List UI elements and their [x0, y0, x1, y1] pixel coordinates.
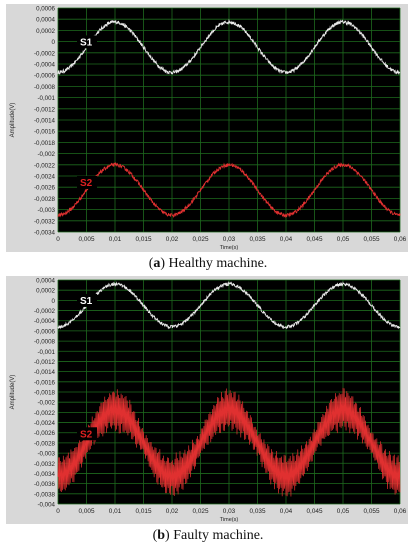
y-tick-label: -0,0032 — [34, 461, 56, 468]
y-axis-label: Amplitude(V) — [10, 103, 16, 138]
y-tick-label: -0,0002 — [34, 50, 56, 57]
x-tick-label: 0,05 — [337, 236, 350, 243]
series-label-s2: S2 — [80, 429, 93, 440]
y-tick-label: -0,0026 — [34, 185, 56, 192]
x-tick-label: 0,03 — [223, 236, 236, 243]
series-label-bg — [77, 427, 97, 441]
series-line-s1 — [57, 18, 401, 75]
x-tick-label: 0,04 — [280, 508, 293, 515]
series-label-bg — [77, 35, 97, 49]
x-tick-label: 0,045 — [307, 508, 323, 515]
chart-b: 0,0004 0,0002 0 -0,0002 -0,0004 -0,0006 -0,000… — [6, 276, 408, 524]
y-tick-label: -0,0018 — [34, 140, 56, 147]
x-axis-label: Time(s) — [220, 517, 239, 523]
x-axis-label: Time(s) — [220, 245, 239, 251]
y-tick-label: -0,0018 — [34, 390, 56, 397]
y-tick-label: -0,0006 — [34, 73, 56, 80]
x-tick-label: 0,005 — [79, 508, 95, 515]
x-tick-label: 0,02 — [166, 508, 179, 515]
y-tick-label: -0,0008 — [34, 339, 56, 346]
caption-a-letter: a — [153, 256, 161, 271]
chart-panel-a: 0,0006 0,0004 0,0002 0 -0,0002 -0,0004 -0,0006… — [6, 4, 408, 252]
y-tick-label: -0,0038 — [34, 491, 56, 498]
y-tick-label: -0,0008 — [34, 84, 56, 91]
y-tick-label: 0,0002 — [36, 288, 55, 295]
x-tick-label: 0,015 — [136, 508, 152, 515]
x-tick-label: 0,01 — [109, 236, 122, 243]
series-label-bg — [77, 293, 97, 307]
y-tick-label: -0,001 — [37, 349, 55, 356]
y-tick-label: 0 — [52, 298, 56, 305]
caption-a-text: Healthy machine. — [168, 256, 268, 271]
y-tick-label: -0,004 — [37, 502, 55, 509]
y-tick-label: -0,0004 — [34, 318, 56, 325]
y-tick-label: -0,002 — [37, 400, 55, 407]
series-line-s2 — [57, 161, 401, 219]
y-tick-label: -0,003 — [37, 451, 55, 458]
x-tick-label: 0,06 — [394, 236, 407, 243]
x-tick-label: 0,06 — [394, 508, 407, 515]
y-tick-label: 0,0004 — [36, 17, 55, 24]
y-axis-label: Amplitude(V) — [10, 375, 16, 410]
series-line-s2 — [57, 387, 401, 497]
x-tick-label: 0 — [56, 508, 60, 515]
chart-a: 0,0006 0,0004 0,0002 0 -0,0002 -0,0004 -0,0006… — [6, 4, 408, 252]
caption-a: (a) Healthy machine. — [148, 256, 268, 271]
y-tick-label: -0,001 — [37, 95, 55, 102]
y-tick-label: 0 — [52, 39, 56, 46]
y-tick-label: -0,002 — [37, 151, 55, 158]
series-label-s1: S1 — [80, 296, 93, 307]
series-label-s2: S2 — [80, 178, 93, 189]
x-tick-label: 0,025 — [193, 508, 209, 515]
y-tick-label: -0,0024 — [34, 174, 56, 181]
x-tick-label: 0,005 — [79, 236, 95, 243]
y-tick-label: -0,0012 — [34, 359, 56, 366]
y-tick-label: -0,0016 — [34, 129, 56, 136]
chart-panel-b: 0,0004 0,0002 0 -0,0002 -0,0004 -0,0006 -0,000… — [6, 276, 408, 524]
x-tick-label: 0,015 — [136, 236, 152, 243]
y-tick-label: -0,0032 — [34, 218, 56, 225]
x-tick-label: 0,045 — [307, 236, 323, 243]
x-tick-label: 0 — [56, 236, 60, 243]
caption-b: (b) Faulty machine. — [152, 528, 264, 543]
y-tick-label: -0,003 — [37, 207, 55, 214]
y-tick-label: -0,0002 — [34, 308, 56, 315]
y-tick-label: -0,0022 — [34, 162, 56, 169]
x-tick-label: 0,03 — [223, 508, 236, 515]
x-tick-label: 0,025 — [193, 236, 209, 243]
series-label-s1: S1 — [80, 37, 93, 48]
y-tick-label: -0,0022 — [34, 410, 56, 417]
y-tick-label: -0,0024 — [34, 420, 56, 427]
series-label-bg — [77, 175, 97, 189]
y-tick-label: -0,0004 — [34, 62, 56, 69]
caption-b-letter: b — [157, 528, 166, 543]
x-tick-label: 0,04 — [280, 236, 293, 243]
y-tick-label: -0,0036 — [34, 481, 56, 488]
y-tick-label: -0,0034 — [34, 230, 56, 237]
y-tick-label: -0,0034 — [34, 471, 56, 478]
y-tick-label: 0,0004 — [36, 278, 55, 285]
caption-b-text: Faulty machine. — [173, 528, 264, 543]
y-tick-label: -0,0026 — [34, 430, 56, 437]
x-tick-label: 0,01 — [109, 508, 122, 515]
x-tick-label: 0,035 — [250, 508, 266, 515]
x-tick-label: 0,055 — [364, 508, 380, 515]
y-tick-label: -0,0028 — [34, 196, 56, 203]
x-tick-label: 0,055 — [364, 236, 380, 243]
x-tick-label: 0,05 — [337, 508, 350, 515]
y-tick-label: -0,0014 — [34, 118, 56, 125]
y-tick-label: 0,0006 — [36, 6, 55, 13]
series-line-s1 — [57, 281, 401, 330]
y-tick-label: -0,0014 — [34, 369, 56, 376]
y-tick-label: -0,0006 — [34, 328, 56, 335]
y-tick-label: 0,0002 — [36, 28, 55, 35]
x-tick-label: 0,02 — [166, 236, 179, 243]
y-tick-label: -0,0028 — [34, 440, 56, 447]
y-tick-label: -0,0016 — [34, 379, 56, 386]
x-tick-label: 0,035 — [250, 236, 266, 243]
y-tick-label: -0,0012 — [34, 106, 56, 113]
